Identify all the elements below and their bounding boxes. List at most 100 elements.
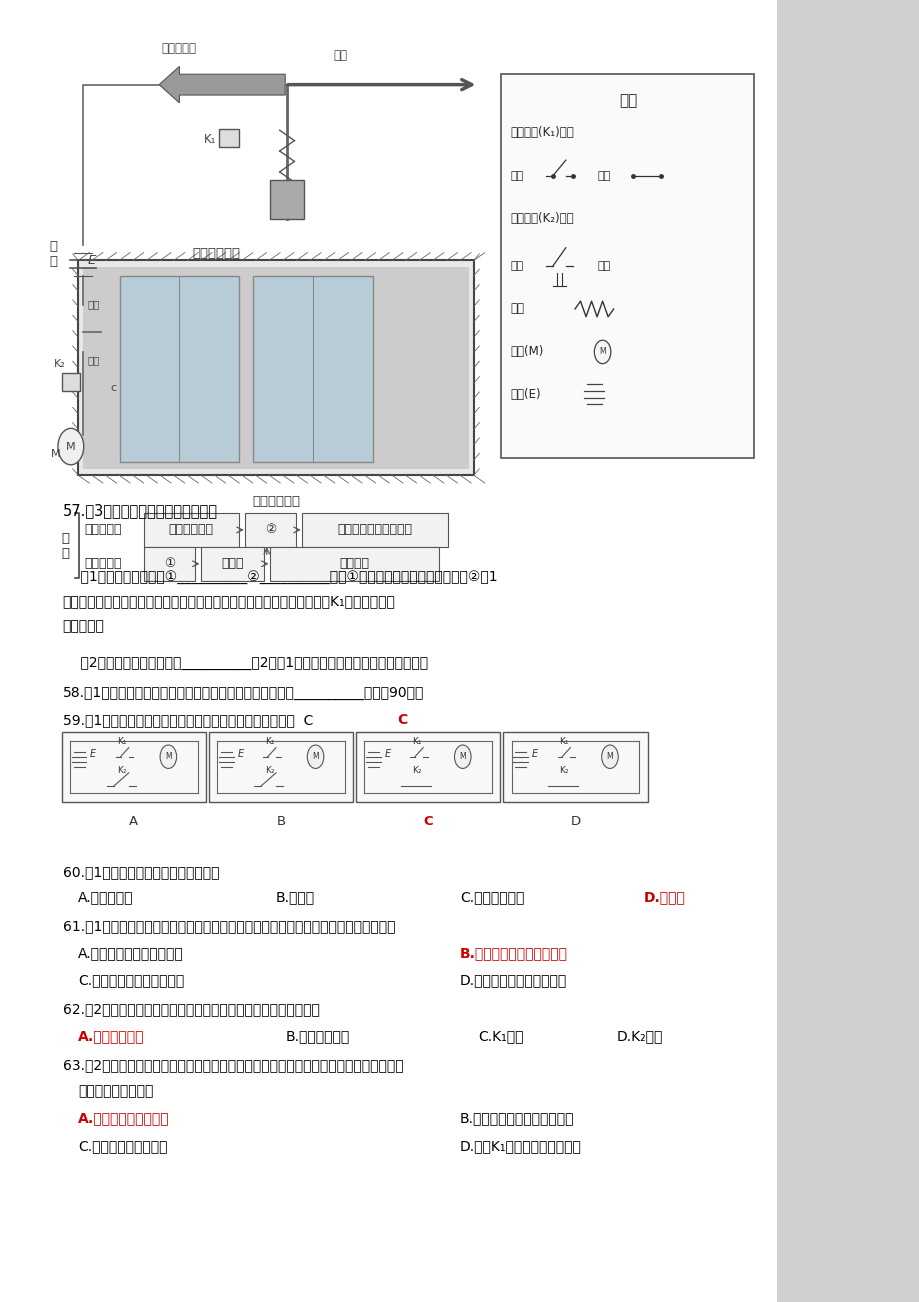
Bar	[219, 129, 239, 147]
Text: A.细柄螺丝刀，密纹螺丝钉: A.细柄螺丝刀，密纹螺丝钉	[78, 947, 184, 960]
Text: E: E	[237, 749, 244, 759]
Circle shape	[594, 340, 610, 363]
Text: 60.（1分）制作风力板最合适的选材是: 60.（1分）制作风力板最合适的选材是	[62, 866, 219, 879]
Bar	[270, 180, 303, 219]
Text: C: C	[423, 815, 433, 828]
Text: D: D	[570, 815, 580, 828]
Text: 按压开关(K₂)状态: 按压开关(K₂)状态	[510, 212, 573, 225]
Text: 关键问题：: 关键问题：	[85, 523, 122, 536]
Text: 设
计: 设 计	[62, 531, 69, 560]
Text: （1）请填写图框中的①__________②__________。（①风向标（风向标尾翼、尾翼）②（1: （1）请填写图框中的①__________②__________。（①风向标（风…	[62, 570, 496, 583]
Text: K₁: K₁	[559, 737, 568, 746]
Text: C.K₁接反: C.K₁接反	[478, 1030, 523, 1043]
Text: E: E	[90, 749, 96, 759]
FancyBboxPatch shape	[503, 732, 647, 802]
Text: C.粗柄螺丝刀，疏纹螺丝钉: C.粗柄螺丝刀，疏纹螺丝钉	[78, 974, 184, 987]
Circle shape	[307, 745, 323, 768]
Bar	[501, 74, 754, 458]
FancyBboxPatch shape	[301, 513, 448, 547]
FancyBboxPatch shape	[209, 732, 353, 802]
Text: K₂: K₂	[118, 767, 127, 776]
Bar	[777, 0, 919, 1302]
Text: M: M	[598, 348, 606, 357]
Bar	[119, 276, 239, 462]
Text: 推杆: 推杆	[87, 355, 100, 365]
FancyArrow shape	[159, 66, 285, 103]
Text: K₁: K₁	[203, 133, 216, 146]
Text: 推体: 推体	[87, 299, 100, 309]
Bar	[78, 260, 473, 475]
Text: K₁: K₁	[412, 737, 421, 746]
Text: 弹簧: 弹簧	[510, 302, 524, 315]
Text: 断开: 断开	[510, 171, 523, 181]
Text: ①: ①	[164, 557, 175, 570]
Text: E: E	[531, 749, 538, 759]
Circle shape	[58, 428, 84, 465]
FancyBboxPatch shape	[62, 732, 206, 802]
FancyBboxPatch shape	[200, 547, 264, 581]
Text: B.铸铁板: B.铸铁板	[276, 891, 315, 904]
Text: B: B	[277, 815, 285, 828]
Text: 转轴: 转轴	[333, 49, 347, 62]
Text: K₂: K₂	[265, 767, 274, 776]
Text: （2）该系统的被控对象是__________（2）（1分）窗户（窗体、窗子、窗、左窗）: （2）该系统的被控对象是__________（2）（1分）窗户（窗体、窗子、窗、…	[62, 656, 427, 669]
Text: K₂: K₂	[54, 359, 65, 370]
Bar	[62, 374, 80, 392]
Text: 63.（2分）为进一步改进和完善装置的功能，需要在测试基础上调整设计。下列可以提高: 63.（2分）为进一步改进和完善装置的功能，需要在测试基础上调整设计。下列可以提…	[62, 1059, 403, 1072]
Text: E: E	[384, 749, 391, 759]
Circle shape	[454, 745, 471, 768]
Text: B.粗柄螺丝刀，密纹螺丝钉: B.粗柄螺丝刀，密纹螺丝钉	[460, 947, 567, 960]
Text: 分）如何感应风力（答出感应风力、检测风力、测量风力大小或答出解决K₁闭合、启动电: 分）如何感应风力（答出感应风力、检测风力、测量风力大小或答出解决K₁闭合、启动电	[62, 595, 395, 608]
Text: B.电源电压不足: B.电源电压不足	[285, 1030, 349, 1043]
Text: 风力板: 风力板	[221, 557, 244, 570]
Bar	[253, 276, 372, 462]
Text: ②: ②	[265, 523, 276, 536]
Text: 机亦可。）: 机亦可。）	[62, 620, 105, 633]
Text: D.调节K₁，使其触头间距增大: D.调节K₁，使其触头间距增大	[460, 1139, 581, 1152]
FancyBboxPatch shape	[143, 513, 239, 547]
Text: 如何感应风向: 如何感应风向	[169, 523, 213, 536]
Text: 61.（1分）安装电源时，要用螺丝钉将电池盒固定在木质底座上。下列组合最省力的是: 61.（1分）安装电源时，要用螺丝钉将电池盒固定在木质底座上。下列组合最省力的是	[62, 919, 394, 932]
Text: M: M	[459, 753, 466, 762]
Text: 窗体传动部分: 窗体传动部分	[252, 495, 300, 508]
Text: 图例: 图例	[618, 92, 636, 108]
Circle shape	[601, 745, 618, 768]
Text: C.太阳能电池板: C.太阳能电池板	[460, 891, 524, 904]
Text: M: M	[51, 449, 60, 460]
Text: 电源(E): 电源(E)	[510, 388, 540, 401]
Text: C: C	[397, 713, 407, 727]
Text: 电
路: 电 路	[50, 240, 57, 268]
Text: 闭合: 闭合	[597, 260, 610, 271]
Text: 58.（1分）风力板平面与风向标尾翼平面之间的最佳夹角为__________度。（90度）: 58.（1分）风力板平面与风向标尾翼平面之间的最佳夹角为__________度。…	[62, 686, 424, 699]
Text: B.缩短悬挂风力板连杆的长度: B.缩短悬挂风力板连杆的长度	[460, 1112, 573, 1125]
Text: A.电机极性接反: A.电机极性接反	[78, 1030, 144, 1043]
Text: E: E	[87, 254, 96, 267]
Text: K₁: K₁	[265, 737, 274, 746]
Text: C.减小风向标尾翼面积: C.减小风向标尾翼面积	[78, 1139, 167, 1152]
Text: 风力感应灵敏度的是: 风力感应灵敏度的是	[78, 1085, 153, 1098]
Text: A: A	[130, 815, 138, 828]
Text: c: c	[110, 383, 116, 393]
Text: K₂: K₂	[559, 767, 568, 776]
Text: 风向标尾翼: 风向标尾翼	[162, 42, 197, 55]
Text: 断开: 断开	[510, 260, 523, 271]
Text: M: M	[312, 753, 319, 762]
FancyBboxPatch shape	[143, 547, 195, 581]
Text: 解决方法：: 解决方法：	[85, 557, 122, 570]
Circle shape	[160, 745, 176, 768]
Text: M: M	[66, 441, 75, 452]
Text: 62.（2分）防风功能启动时，如果电机带动窗体向右移动，原因是: 62.（2分）防风功能启动时，如果电机带动窗体向右移动，原因是	[62, 1003, 319, 1016]
FancyBboxPatch shape	[244, 513, 296, 547]
Text: M: M	[606, 753, 613, 762]
Text: K₁: K₁	[118, 737, 127, 746]
Text: A.普通硬纸板: A.普通硬纸板	[78, 891, 133, 904]
Text: M: M	[165, 753, 172, 762]
Text: 电路控制: 电路控制	[339, 557, 369, 570]
Text: D.K₂接反: D.K₂接反	[616, 1030, 662, 1043]
Text: A.适当增加风力板面积: A.适当增加风力板面积	[78, 1112, 170, 1125]
Text: D.细柄螺丝刀，疏纹螺丝钉: D.细柄螺丝刀，疏纹螺丝钉	[460, 974, 567, 987]
Text: 电机(M): 电机(M)	[510, 345, 543, 358]
Text: D.硬铝板: D.硬铝板	[643, 891, 686, 904]
Text: 59.（1分）窗户打开，防风功能处于待命状态时的电路图是  C: 59.（1分）窗户打开，防风功能处于待命状态时的电路图是 C	[62, 713, 312, 727]
FancyBboxPatch shape	[269, 547, 438, 581]
